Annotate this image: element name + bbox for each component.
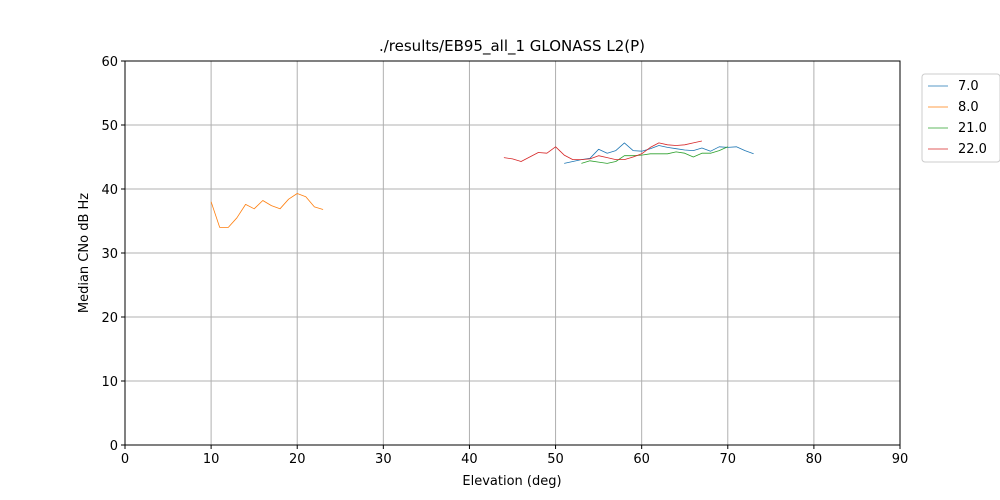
x-tick-label: 40 [461, 452, 478, 467]
series-line-7-0 [564, 142, 754, 164]
x-tick-label: 0 [121, 452, 129, 467]
x-tick-label: 10 [203, 452, 220, 467]
series-line-21-0 [581, 146, 728, 164]
x-tick-label: 90 [892, 452, 909, 467]
y-tick-label: 20 [101, 311, 118, 326]
x-tick-label: 70 [720, 452, 737, 467]
y-tick-label: 50 [101, 119, 118, 134]
x-tick-label: 50 [547, 452, 564, 467]
x-tick-label: 60 [633, 452, 650, 467]
x-tick-label: 80 [806, 452, 823, 467]
legend-label: 8.0 [958, 100, 979, 115]
y-tick-label: 60 [101, 55, 118, 70]
legend-label: 7.0 [958, 79, 979, 94]
legend-box [921, 73, 1000, 163]
y-axis-label: Median CNo dB Hz [77, 193, 92, 313]
series-line-8-0 [210, 193, 324, 228]
x-tick-label: 20 [289, 452, 306, 467]
ticks: 0 10 20 30 40 50 60 70 80 90 0 10 20 30 40 50 60 [101, 55, 908, 467]
y-tick-label: 40 [101, 183, 118, 198]
y-tick-label: 10 [101, 375, 118, 390]
legend: 7.0 8.0 21.0 22.0 [921, 73, 1000, 163]
x-tick-label: 30 [375, 452, 392, 467]
series-layer [210, 140, 754, 228]
chart-title: ./results/EB95_all_1 GLONASS L2(P) [379, 37, 645, 56]
y-tick-label: 0 [110, 439, 118, 454]
x-axis-label: Elevation (deg) [462, 474, 561, 489]
y-tick-label: 30 [101, 247, 118, 262]
legend-label: 21.0 [958, 121, 987, 136]
series-line-22-0 [503, 140, 702, 162]
legend-label: 22.0 [958, 142, 987, 157]
